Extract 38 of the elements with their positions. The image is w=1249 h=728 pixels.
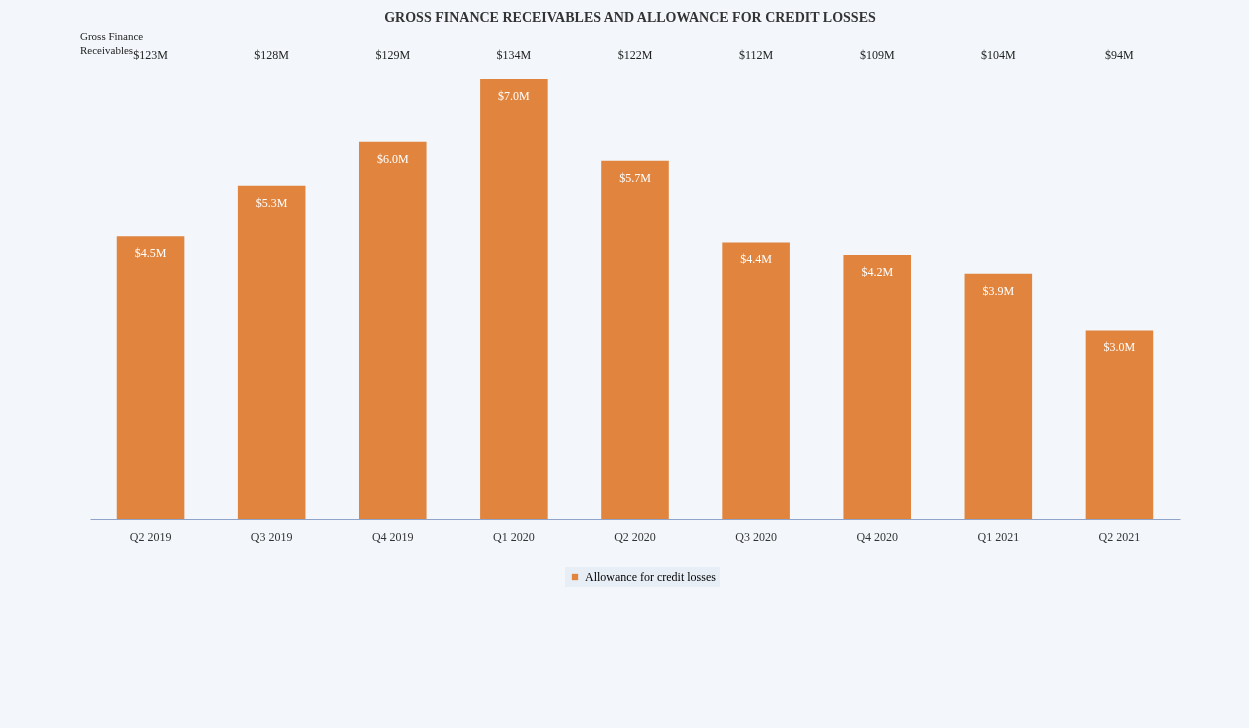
data-label: $5.3M — [255, 195, 288, 210]
x-tick-label: Q2 2020 — [614, 529, 656, 544]
x-tick-label: Q4 2020 — [856, 529, 899, 544]
data-label: $4.4M — [740, 252, 773, 267]
bar — [358, 141, 427, 519]
data-label: $6.0M — [376, 151, 409, 166]
bar — [843, 255, 912, 519]
text: $123M — [133, 48, 169, 62]
x-tick-label: Q3 2020 — [735, 529, 777, 544]
data-label: $4.2M — [861, 265, 894, 279]
chart-title: GROSS FINANCE RECEIVABLES AND ALLOWANCE FOR CREDIT LOSSES — [384, 10, 876, 25]
bar — [1085, 330, 1154, 519]
x-tick-label: Q1 2021 — [977, 529, 1020, 544]
bar — [722, 242, 790, 519]
x-tick-label: Q4 2019 — [371, 529, 414, 544]
bar — [601, 160, 669, 519]
data-label: $4.5M — [134, 246, 167, 261]
bar — [237, 185, 306, 519]
text: $129M — [375, 48, 411, 62]
data-label: $5.7M — [619, 170, 652, 185]
x-tick-label: Q2 2021 — [1098, 529, 1141, 544]
bar — [116, 236, 185, 519]
bar — [480, 79, 548, 519]
x-tick-label: Q3 2019 — [250, 529, 293, 544]
text: $109M — [859, 48, 895, 62]
data-label: $3.0M — [1103, 340, 1136, 355]
text: $94M — [1105, 48, 1135, 62]
x-tick-label: Q1 2020 — [493, 529, 535, 544]
text: $128M — [254, 48, 290, 62]
data-label: $3.9M — [982, 283, 1015, 298]
bar — [964, 273, 1033, 519]
text: $122M — [617, 48, 653, 62]
text: $104M — [981, 48, 1016, 62]
data-label: $7.0M — [498, 89, 531, 103]
legend-label: Allowance for credit losses — [585, 570, 717, 584]
text: $134M — [496, 48, 532, 62]
x-tick-label: Q2 2019 — [129, 529, 172, 544]
text: $112M — [738, 48, 774, 62]
